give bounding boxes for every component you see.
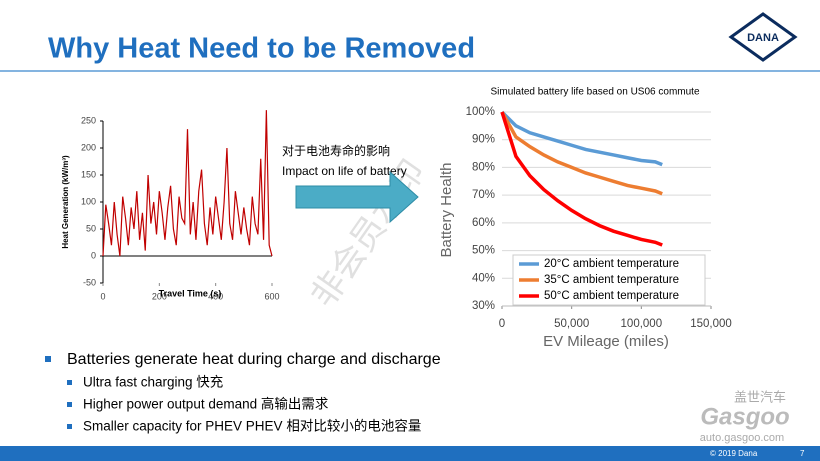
x-axis-label: EV Mileage (miles) — [543, 333, 669, 350]
y-tick-label: 40% — [472, 272, 495, 284]
page-number: 7 — [800, 449, 805, 458]
legend-label: 35°C ambient temperature — [544, 274, 679, 286]
bullet — [67, 402, 72, 407]
line-series — [102, 110, 273, 257]
y-tick-label: 200 — [81, 142, 96, 152]
y-tick-label: 150 — [81, 169, 96, 179]
arrow — [295, 170, 419, 224]
y-tick-label: 50% — [472, 245, 495, 257]
brand-url: auto.gasgoo.com — [700, 432, 784, 444]
footer-copyright: © 2019 Dana — [710, 449, 758, 458]
y-tick-label: 0 — [91, 250, 96, 260]
y-axis-label: Battery Health — [438, 162, 455, 257]
bullet-text: Batteries generate heat during charge an… — [67, 351, 441, 368]
legend-box — [512, 254, 706, 306]
legend-label: 20°C ambient temperature — [544, 258, 679, 270]
y-tick-label: 70% — [472, 189, 495, 201]
y-axis-label: Heat Generation (kW/m³) — [61, 155, 70, 249]
line-series — [500, 111, 663, 196]
arrow-text: Impact on life of battery — [282, 164, 407, 178]
bullet — [67, 380, 72, 385]
footer-bar — [0, 446, 820, 461]
bullet — [45, 356, 51, 362]
x-tick-label: 200 — [152, 291, 167, 301]
brand-cn: 盖世汽车 — [734, 389, 786, 404]
y-tick-label: 30% — [472, 300, 495, 312]
bullet-text: Smaller capacity for PHEV PHEV 相对比较小的电池容… — [83, 418, 421, 434]
logo-diamond — [728, 12, 798, 62]
line-series — [500, 110, 663, 167]
y-tick-label: 80% — [472, 161, 495, 173]
x-axis-label: Travel Time (s) — [159, 288, 222, 298]
bullet — [67, 424, 72, 429]
arrow-text: 对于电池寿命的影响 — [282, 143, 390, 158]
x-tick-label: 150,000 — [690, 318, 732, 330]
brand-name: Gasgoo — [700, 403, 789, 430]
bullet-text: Ultra fast charging 快充 — [83, 375, 223, 390]
y-tick-label: 100% — [466, 106, 495, 118]
x-tick-label: 400 — [208, 291, 223, 301]
y-tick-label: 250 — [81, 115, 96, 125]
chart-title: Simulated battery life based on US06 com… — [491, 87, 700, 98]
y-tick-label: 90% — [472, 134, 495, 146]
legend-label: 50°C ambient temperature — [544, 290, 679, 302]
x-tick-label: 50,000 — [554, 318, 589, 330]
slide-title: Why Heat Need to be Removed — [48, 33, 475, 65]
logo-text: DANA — [747, 32, 779, 44]
x-tick-label: 600 — [264, 291, 279, 301]
y-tick-label: 50 — [86, 223, 96, 233]
line-series — [500, 111, 663, 247]
bullet-text: Higher power output demand 高输出需求 — [83, 396, 329, 412]
y-tick-label: -50 — [83, 277, 96, 287]
y-tick-label: 100 — [81, 196, 96, 206]
x-tick-label: 0 — [499, 318, 505, 330]
x-tick-label: 100,000 — [621, 318, 663, 330]
x-tick-label: 0 — [100, 291, 105, 301]
y-tick-label: 60% — [472, 217, 495, 229]
